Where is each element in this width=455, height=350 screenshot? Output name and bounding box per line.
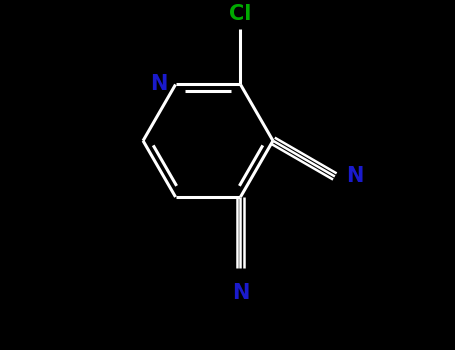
Text: N: N	[150, 75, 168, 94]
Text: N: N	[347, 167, 364, 187]
Text: Cl: Cl	[229, 4, 252, 24]
Text: N: N	[232, 283, 249, 303]
